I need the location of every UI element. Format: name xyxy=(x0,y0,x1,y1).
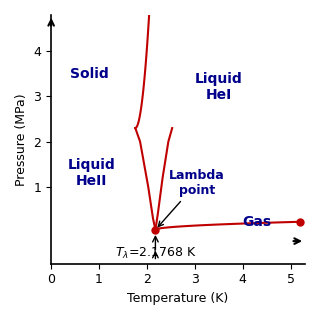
Text: Lambda
point: Lambda point xyxy=(158,169,225,227)
Text: Gas: Gas xyxy=(243,215,272,229)
Y-axis label: Pressure (MPa): Pressure (MPa) xyxy=(15,93,28,186)
Text: Solid: Solid xyxy=(70,67,109,81)
Text: $T_\lambda$=2.1768 K: $T_\lambda$=2.1768 K xyxy=(115,246,196,261)
Text: Liquid
HeII: Liquid HeII xyxy=(68,158,116,188)
X-axis label: Temperature (K): Temperature (K) xyxy=(127,292,229,305)
Text: Liquid
HeI: Liquid HeI xyxy=(195,72,243,102)
